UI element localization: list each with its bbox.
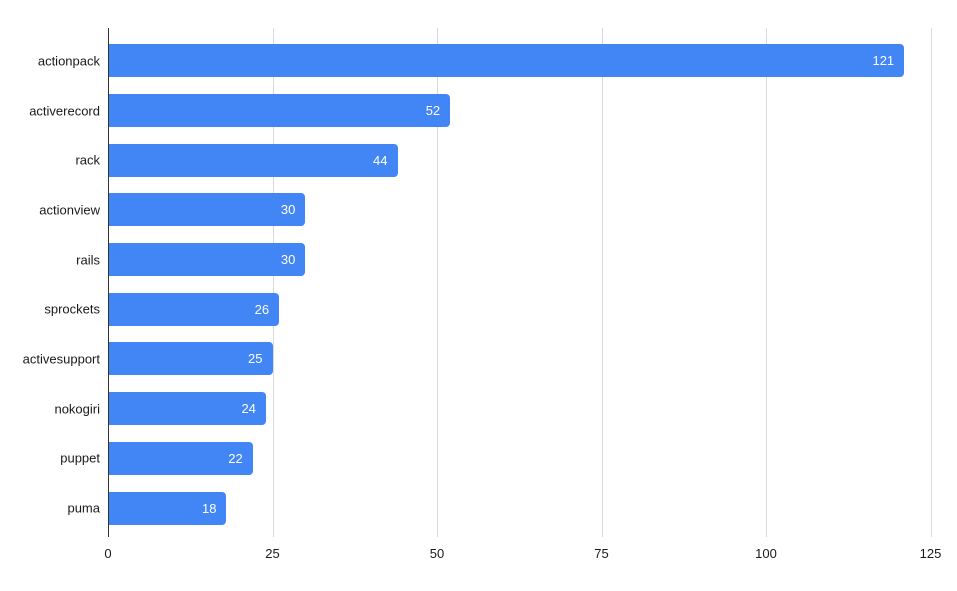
bar-sprockets: 26: [108, 292, 280, 326]
bar-activesupport: 25: [108, 342, 273, 376]
bar-value-label: 26: [254, 301, 270, 317]
x-tick-label-50: 50: [429, 546, 445, 561]
category-label-rack: rack: [75, 152, 100, 168]
bar-value-label: 30: [280, 252, 296, 268]
gridline-x-25: [272, 28, 274, 537]
x-axis-labels: 0 25 50 75 100 125: [0, 546, 957, 564]
bar-row: 121: [108, 36, 931, 86]
gridline-x-75: [601, 28, 603, 537]
category-label-activerecord: activerecord: [29, 103, 100, 119]
bar-rails: 30: [108, 243, 306, 277]
bar-row: 44: [108, 135, 931, 185]
bar-rack: 44: [108, 143, 398, 177]
gridline-x-50: [437, 28, 438, 537]
y-axis-line: [108, 28, 109, 537]
bar-value-label: 18: [201, 500, 217, 516]
bar-row: 30: [108, 235, 931, 285]
bar-row: 30: [108, 185, 931, 235]
bar-row: 52: [108, 86, 931, 136]
bar-puppet: 22: [108, 441, 253, 475]
bar-value-label: 30: [280, 202, 296, 218]
category-label-actionview: actionview: [39, 202, 100, 218]
category-labels: actionpack activerecord rack actionview rail…: [0, 28, 100, 537]
x-tick-label-75: 75: [594, 546, 609, 561]
plot-area: 121 52 44 30 30 26 25 24 22 18: [108, 28, 932, 537]
bar-value-label: 121: [872, 53, 895, 69]
bar-value-label: 25: [248, 351, 263, 367]
category-label-sprockets: sprockets: [44, 301, 100, 317]
bar-actionpack: 121: [108, 44, 905, 78]
bar-nokogiri: 24: [108, 392, 266, 426]
x-tick-label-0: 0: [104, 546, 112, 561]
bar-value-label: 44: [373, 152, 388, 168]
bar-row: 18: [108, 483, 931, 533]
bar-actionview: 30: [108, 193, 306, 227]
bar-row: 25: [108, 334, 931, 384]
bar-value-label: 22: [228, 450, 243, 466]
bar-row: 24: [108, 384, 931, 434]
category-label-nokogiri: nokogiri: [54, 401, 100, 417]
x-tick-label-25: 25: [265, 546, 280, 561]
x-tick-label-125: 125: [919, 546, 942, 561]
gridline-x-100: [766, 28, 767, 537]
bar-value-label: 52: [425, 103, 441, 119]
category-label-rails: rails: [76, 252, 100, 268]
category-label-puma: puma: [67, 500, 100, 516]
bar-row: 22: [108, 434, 931, 484]
category-label-activesupport: activesupport: [22, 351, 100, 367]
gridline-x-125: [930, 28, 932, 537]
bar-value-label: 24: [241, 401, 256, 417]
bars: 121 52 44 30 30 26 25 24 22 18: [108, 36, 931, 533]
bar-activerecord: 52: [108, 94, 451, 128]
bar-puma: 18: [108, 491, 227, 525]
bar-row: 26: [108, 284, 931, 334]
category-label-actionpack: actionpack: [37, 53, 100, 69]
x-tick-label-100: 100: [755, 546, 777, 561]
category-label-puppet: puppet: [60, 450, 100, 466]
